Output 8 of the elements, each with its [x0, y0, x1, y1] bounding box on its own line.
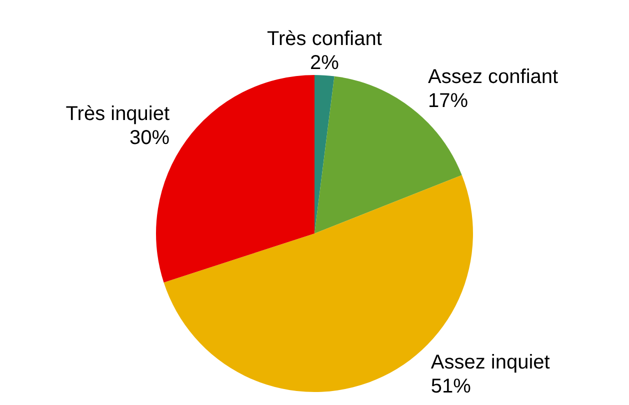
slice-label: Très inquiet	[66, 102, 170, 125]
data-label: 17%	[428, 90, 468, 112]
data-label: 2%	[310, 52, 340, 74]
data-label: 51%	[430, 376, 472, 398]
slice-label: Assez inquiet	[430, 352, 550, 374]
data-label: 30%	[130, 126, 170, 149]
slice-label: Très confiant	[267, 28, 382, 50]
slice-label: Assez confiant	[428, 66, 559, 88]
